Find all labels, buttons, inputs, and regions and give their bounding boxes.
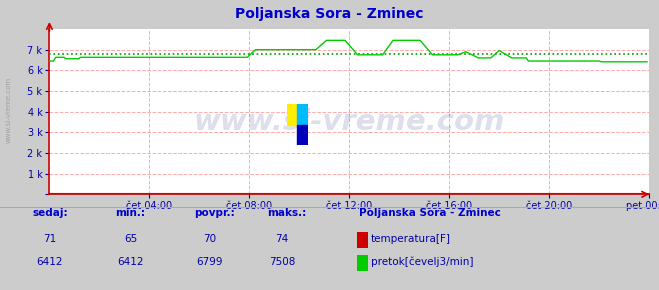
Bar xyxy=(297,104,308,125)
Text: sedaj:: sedaj: xyxy=(33,208,69,218)
Text: www.si-vreme.com: www.si-vreme.com xyxy=(5,77,12,143)
Text: 6412: 6412 xyxy=(36,257,63,267)
Text: maks.:: maks.: xyxy=(267,208,306,218)
Text: 74: 74 xyxy=(275,234,289,244)
Text: 7508: 7508 xyxy=(269,257,295,267)
Text: 6799: 6799 xyxy=(196,257,223,267)
Text: povpr.:: povpr.: xyxy=(194,208,235,218)
Text: 71: 71 xyxy=(43,234,56,244)
Text: www.si-vreme.com: www.si-vreme.com xyxy=(194,108,505,135)
Text: pretok[čevelj3/min]: pretok[čevelj3/min] xyxy=(371,257,474,267)
Text: 65: 65 xyxy=(124,234,137,244)
Bar xyxy=(297,125,308,145)
Bar xyxy=(287,104,297,125)
Text: Poljanska Sora - Zminec: Poljanska Sora - Zminec xyxy=(235,7,424,21)
Text: 6412: 6412 xyxy=(117,257,144,267)
Text: temperatura[F]: temperatura[F] xyxy=(371,234,451,244)
Text: 70: 70 xyxy=(203,234,216,244)
Text: min.:: min.: xyxy=(115,208,146,218)
Text: Poljanska Sora - Zminec: Poljanska Sora - Zminec xyxy=(359,208,501,218)
